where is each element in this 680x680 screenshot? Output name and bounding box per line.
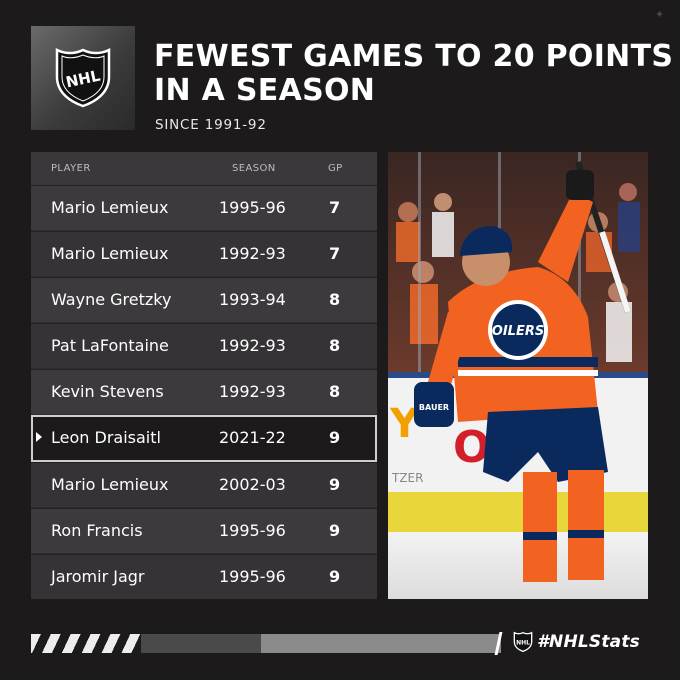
stats-table: PLAYER SEASON GP Mario Lemieux 1995-96 7…: [31, 152, 377, 599]
column-header-player: PLAYER: [51, 163, 91, 174]
cell-player: Pat LaFontaine: [51, 336, 169, 355]
table-row: Mario Lemieux 1995-96 7: [31, 185, 377, 230]
sparkle-icon: ✦: [655, 8, 665, 21]
cell-season: 1995-96: [219, 567, 286, 586]
footer-stripes: [31, 634, 141, 653]
table-row: Jaromir Jagr 1995-96 9: [31, 554, 377, 599]
column-header-season: SEASON: [232, 163, 276, 174]
table-row: Wayne Gretzky 1993-94 8: [31, 277, 377, 322]
table-row: Mario Lemieux 1992-93 7: [31, 231, 377, 276]
title-line-1: FEWEST GAMES TO 20 POINTS: [154, 39, 674, 74]
cell-gp: 9: [329, 567, 341, 586]
highlight-arrow-icon: [36, 432, 42, 442]
table-row: Pat LaFontaine 1992-93 8: [31, 323, 377, 368]
nhl-shield-icon: NHL: [55, 47, 111, 108]
cell-player: Mario Lemieux: [51, 198, 169, 217]
player-photo-illustration: Y O TZER OILERS BAUER: [388, 152, 648, 599]
table-header: PLAYER SEASON GP: [31, 152, 377, 185]
cell-player: Mario Lemieux: [51, 244, 169, 263]
page-title: FEWEST GAMES TO 20 POINTS IN A SEASON: [154, 39, 674, 108]
cell-season: 2021-22: [219, 428, 286, 447]
cell-gp: 7: [329, 198, 341, 217]
title-line-2: IN A SEASON: [154, 73, 376, 108]
cell-season: 1992-93: [219, 336, 286, 355]
nhl-logo-box: NHL: [31, 26, 135, 130]
table-row: Kevin Stevens 1992-93 8: [31, 369, 377, 414]
footer-dark-segment: [141, 634, 261, 653]
cell-gp: 9: [329, 475, 341, 494]
cell-gp: 7: [329, 244, 341, 263]
cell-player: Jaromir Jagr: [51, 567, 145, 586]
cell-gp: 8: [329, 290, 341, 309]
jersey-logo-text: OILERS: [492, 324, 544, 339]
cell-gp: 8: [329, 336, 341, 355]
cell-gp: 9: [329, 428, 341, 447]
cell-season: 1995-96: [219, 198, 286, 217]
cell-gp: 8: [329, 382, 341, 401]
cell-player: Wayne Gretzky: [51, 290, 172, 309]
glove-brand-text: BAUER: [419, 403, 449, 412]
hashtag: #NHLStats: [537, 632, 641, 652]
cell-player: Kevin Stevens: [51, 382, 164, 401]
column-header-gp: GP: [328, 163, 343, 174]
table-row-highlighted: Leon Draisaitl 2021-22 9: [31, 415, 377, 462]
cell-season: 1993-94: [219, 290, 286, 309]
cell-season: 1992-93: [219, 244, 286, 263]
nhl-shield-small-icon: NHL: [513, 631, 533, 653]
cell-season: 1992-93: [219, 382, 286, 401]
cell-player: Leon Draisaitl: [51, 428, 161, 447]
footer-logo-text: NHL: [516, 639, 530, 646]
svg-text:TZER: TZER: [391, 471, 423, 485]
cell-gp: 9: [329, 521, 341, 540]
cell-season: 1995-96: [219, 521, 286, 540]
footer-bar: [31, 634, 501, 653]
cell-player: Ron Francis: [51, 521, 143, 540]
cell-season: 2002-03: [219, 475, 286, 494]
table-row: Ron Francis 1995-96 9: [31, 508, 377, 553]
subtitle: SINCE 1991-92: [155, 117, 267, 133]
cell-player: Mario Lemieux: [51, 475, 169, 494]
footer-nhl-logo: NHL: [513, 630, 533, 658]
player-photo: Y O TZER OILERS BAUER: [388, 152, 648, 599]
table-row: Mario Lemieux 2002-03 9: [31, 462, 377, 507]
